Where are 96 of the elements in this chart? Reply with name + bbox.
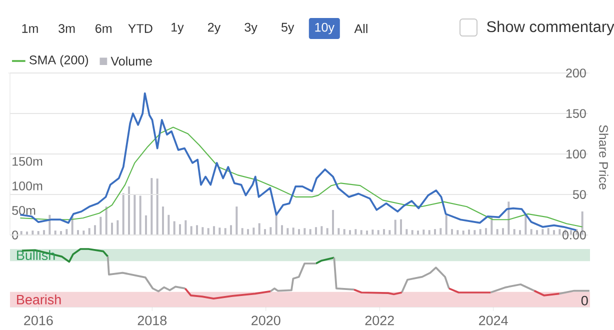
bar bbox=[43, 230, 46, 236]
y-tick-label: 50 bbox=[572, 190, 586, 199]
bar bbox=[298, 229, 300, 236]
legend-label: Volume bbox=[110, 56, 152, 66]
bar bbox=[179, 224, 182, 236]
bar bbox=[128, 186, 130, 236]
bar bbox=[37, 231, 40, 236]
bar bbox=[558, 229, 561, 236]
bar bbox=[258, 223, 260, 236]
bar bbox=[168, 214, 170, 236]
text: 1m bbox=[22, 24, 38, 33]
bar bbox=[479, 229, 482, 236]
bar bbox=[139, 196, 142, 236]
bar bbox=[400, 219, 402, 236]
bar bbox=[383, 229, 386, 236]
bar bbox=[394, 220, 396, 236]
x-tick-label: 2022 bbox=[365, 316, 394, 326]
text: YTD bbox=[128, 24, 152, 33]
bar bbox=[377, 230, 380, 236]
bar bbox=[519, 230, 522, 236]
bar bbox=[485, 228, 488, 236]
bar bbox=[320, 226, 323, 236]
bar bbox=[502, 228, 504, 236]
x-tick-label: 2020 bbox=[252, 316, 280, 326]
x-tick-label: 2018 bbox=[138, 316, 167, 326]
bar bbox=[162, 206, 164, 236]
bar bbox=[60, 231, 62, 236]
bar bbox=[286, 228, 289, 236]
bar bbox=[111, 222, 114, 236]
bar bbox=[360, 230, 362, 236]
bar bbox=[513, 229, 516, 236]
text: All bbox=[354, 24, 368, 34]
bar bbox=[524, 214, 527, 236]
band-label: Bullish bbox=[17, 250, 55, 260]
text: 1y bbox=[172, 22, 184, 34]
bar bbox=[338, 228, 340, 236]
bar bbox=[264, 229, 266, 236]
x-tick-label: 2016 bbox=[24, 316, 53, 326]
bar bbox=[82, 230, 85, 236]
y2-tick-label: 100m bbox=[12, 181, 42, 190]
bar bbox=[32, 230, 34, 236]
bar bbox=[145, 215, 148, 236]
bar bbox=[496, 229, 498, 236]
bar bbox=[156, 178, 158, 236]
bar bbox=[94, 225, 96, 236]
text: 3m bbox=[58, 24, 75, 33]
bar bbox=[372, 230, 374, 236]
y-tick-label: 150 bbox=[566, 109, 586, 118]
bar bbox=[462, 230, 464, 236]
bar bbox=[252, 228, 255, 236]
x-tick-label: 2024 bbox=[479, 316, 508, 326]
bar bbox=[292, 228, 294, 236]
text: 6m bbox=[96, 24, 112, 33]
bar bbox=[304, 228, 306, 236]
bar bbox=[230, 225, 232, 236]
bar bbox=[474, 230, 476, 236]
bar bbox=[343, 229, 346, 236]
bar bbox=[570, 230, 572, 236]
bar bbox=[202, 227, 204, 236]
band-label: Bearish bbox=[17, 294, 61, 304]
bar bbox=[406, 229, 408, 236]
y2-tick-label: 50m bbox=[12, 206, 36, 215]
bar bbox=[173, 221, 176, 236]
bar bbox=[349, 230, 352, 236]
text: Show commentary bbox=[486, 20, 614, 36]
bar bbox=[54, 230, 56, 236]
bar bbox=[508, 202, 510, 236]
bar bbox=[547, 228, 550, 236]
bar bbox=[270, 227, 272, 236]
text: 10y bbox=[315, 22, 334, 34]
annotation: 0 bbox=[581, 296, 588, 306]
bar bbox=[66, 229, 68, 236]
bar bbox=[184, 220, 187, 236]
bar bbox=[440, 228, 442, 236]
bar bbox=[247, 229, 250, 236]
text: 5y bbox=[281, 22, 294, 34]
bar bbox=[281, 225, 284, 236]
bar bbox=[20, 231, 22, 236]
text: 3y bbox=[244, 22, 258, 34]
legend-label: SMA (200) bbox=[30, 55, 88, 67]
y-tick-label: 100 bbox=[566, 150, 586, 158]
bar bbox=[468, 230, 470, 236]
bar bbox=[150, 178, 153, 236]
bar bbox=[134, 194, 136, 236]
bar bbox=[428, 230, 430, 236]
y2-tick-label: 150m bbox=[12, 156, 42, 166]
bar bbox=[411, 230, 414, 236]
bar bbox=[366, 230, 368, 236]
bar bbox=[530, 229, 532, 236]
y-axis-title: Share Price bbox=[599, 125, 608, 190]
bar bbox=[213, 226, 216, 236]
y-tick-label: 200 bbox=[566, 68, 586, 78]
y-tick-label: 0.00 bbox=[562, 230, 586, 240]
bar bbox=[456, 230, 459, 236]
text: 2y bbox=[208, 22, 221, 34]
bar bbox=[388, 230, 391, 236]
